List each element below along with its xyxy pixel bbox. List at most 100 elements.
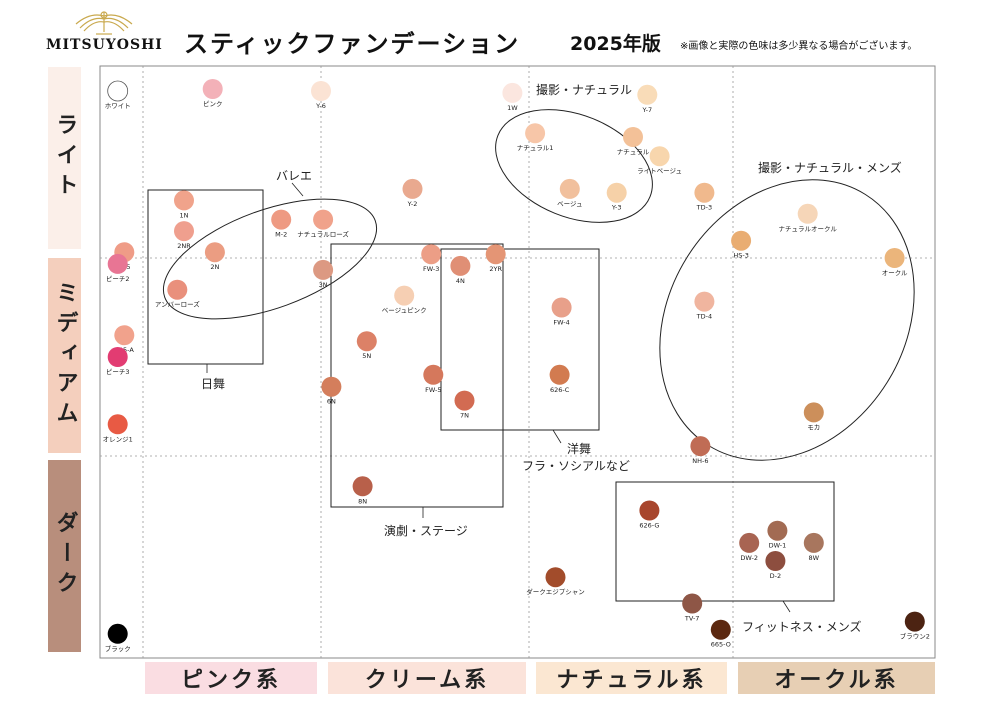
data-point-label-19: M-2 (275, 231, 287, 239)
data-point-label-1: ピンク (203, 100, 223, 108)
data-point-12 (402, 178, 423, 199)
data-point-label-47: ピーチ3 (106, 368, 130, 376)
group-shape-fitness-mens (615, 481, 835, 602)
data-point-33 (454, 390, 475, 411)
data-point-label-50: ブラウン2 (900, 632, 930, 641)
data-point-0 (107, 80, 129, 102)
data-point-label-23: FW-3 (423, 265, 439, 273)
data-point-26 (551, 297, 572, 318)
color-disclaimer: ※画像と実際の色味は多少異なる場合がございます。 (680, 41, 918, 52)
data-point-44 (682, 593, 703, 614)
data-point-11 (797, 203, 818, 224)
page-title: スティックファンデーション (184, 30, 521, 58)
data-point-label-34: 626-C (550, 386, 570, 394)
data-point-45 (710, 619, 731, 640)
data-point-label-29: オークル (882, 269, 908, 277)
y-category-dark-label: ダーク (52, 511, 78, 601)
data-point-28 (731, 230, 752, 251)
data-point-label-11: ナチュラルオークル (779, 225, 838, 233)
data-point-label-39: DW-1 (769, 542, 787, 550)
data-point-39 (767, 520, 788, 541)
data-point-24 (450, 255, 471, 276)
data-point-5 (525, 123, 546, 144)
x-category-pink: ピンク系 (145, 662, 317, 694)
y-category-dark: ダーク (48, 460, 81, 652)
data-point-18 (114, 325, 135, 346)
data-point-27 (694, 291, 715, 312)
data-point-34 (549, 364, 570, 385)
data-point-23 (421, 244, 442, 265)
data-point-41 (803, 532, 824, 553)
data-point-label-0: ホワイト (105, 102, 131, 110)
data-point-label-22: ベージュピンク (382, 307, 427, 315)
group-shape-stage (330, 243, 504, 508)
data-point-label-46: ピーチ2 (106, 275, 130, 283)
data-point-label-21: 3N (319, 281, 328, 289)
group-shape-ballet (162, 198, 378, 320)
data-point-label-7: ライトベージュ (637, 167, 682, 175)
data-point-label-10: TD-3 (696, 204, 712, 212)
data-point-label-14: 2NR (177, 242, 191, 250)
data-point-label-17: アンバーローズ (155, 300, 200, 309)
data-point-25 (485, 244, 506, 265)
data-point-46 (107, 253, 128, 274)
brand-name: MITSUYOSHI (46, 37, 163, 53)
data-point-7 (649, 146, 670, 167)
data-point-label-15: 2N (210, 263, 219, 271)
y-category-medium-label: ミディアム (52, 280, 78, 431)
data-point-label-49: ブラック (105, 644, 131, 653)
data-point-label-25: 2YR (489, 265, 502, 273)
group-label-hula-social: フラ・ソシアルなど (522, 459, 630, 473)
data-point-2 (311, 81, 331, 101)
data-point-label-40: DW-2 (740, 554, 758, 562)
data-point-13 (174, 190, 194, 211)
data-point-21 (313, 259, 334, 280)
group-shape-photo-natural-mens (659, 179, 915, 461)
data-point-20 (313, 209, 334, 230)
data-point-label-27: TD-4 (696, 313, 712, 321)
data-point-label-35: モカ (807, 423, 820, 431)
data-point-label-30: 5N (362, 352, 371, 360)
edition-year: 2025年版 (570, 33, 661, 55)
data-point-label-24: 4N (456, 277, 465, 285)
data-point-9 (606, 182, 627, 203)
data-point-31 (321, 376, 342, 397)
data-point-label-8: ベージュ (557, 200, 582, 208)
group-label-stage: 演劇・ステージ (384, 523, 468, 538)
data-point-43 (545, 567, 566, 588)
data-point-label-28: HS-3 (733, 252, 749, 260)
data-point-label-20: ナチュラルローズ (297, 230, 349, 239)
data-point-14 (174, 221, 194, 242)
data-point-36 (690, 436, 711, 457)
plot-frame (99, 65, 936, 659)
data-point-32 (423, 364, 444, 385)
group-label-photo-natural: 撮影・ナチュラル (536, 83, 632, 97)
data-point-label-45: 665-O (711, 641, 731, 649)
data-point-label-42: D-2 (770, 572, 782, 580)
data-point-48 (107, 414, 128, 435)
data-point-label-44: TV-7 (684, 615, 700, 623)
data-point-label-3: 1W (507, 104, 518, 112)
data-point-label-4: Y-7 (641, 106, 652, 114)
group-label-ballet: バレエ (276, 169, 312, 183)
data-point-17 (167, 279, 188, 300)
data-point-19 (271, 209, 292, 230)
data-point-49 (107, 623, 128, 644)
grid-lines (100, 66, 935, 658)
group-shape-photo-natural (495, 109, 653, 223)
data-point-40 (739, 532, 760, 553)
data-point-8 (559, 178, 580, 199)
data-point-10 (694, 182, 715, 203)
data-point-label-6: ナチュラル (617, 148, 650, 156)
data-point-label-41: 8W (809, 554, 820, 562)
data-point-label-2: Y-6 (315, 102, 326, 110)
group-label-fitness-mens: フィットネス・メンズ (742, 619, 862, 634)
data-point-22 (394, 285, 415, 306)
y-category-medium: ミディアム (48, 258, 81, 453)
data-point-15 (204, 242, 225, 263)
data-point-label-48: オレンジ1 (103, 435, 133, 443)
data-point-label-36: NH-6 (692, 457, 708, 465)
x-category-natural: ナチュラル系 (536, 662, 727, 694)
data-point-label-26: FW-4 (553, 319, 569, 327)
